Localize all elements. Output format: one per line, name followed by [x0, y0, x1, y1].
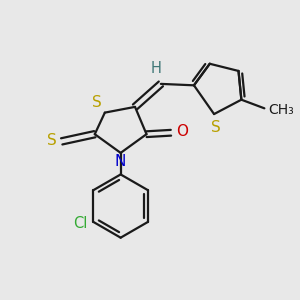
- Text: N: N: [114, 154, 126, 169]
- Text: Cl: Cl: [73, 216, 88, 231]
- Text: S: S: [47, 133, 56, 148]
- Text: S: S: [211, 120, 220, 135]
- Text: S: S: [92, 95, 102, 110]
- Text: CH₃: CH₃: [268, 103, 294, 117]
- Text: O: O: [176, 124, 188, 139]
- Text: H: H: [150, 61, 161, 76]
